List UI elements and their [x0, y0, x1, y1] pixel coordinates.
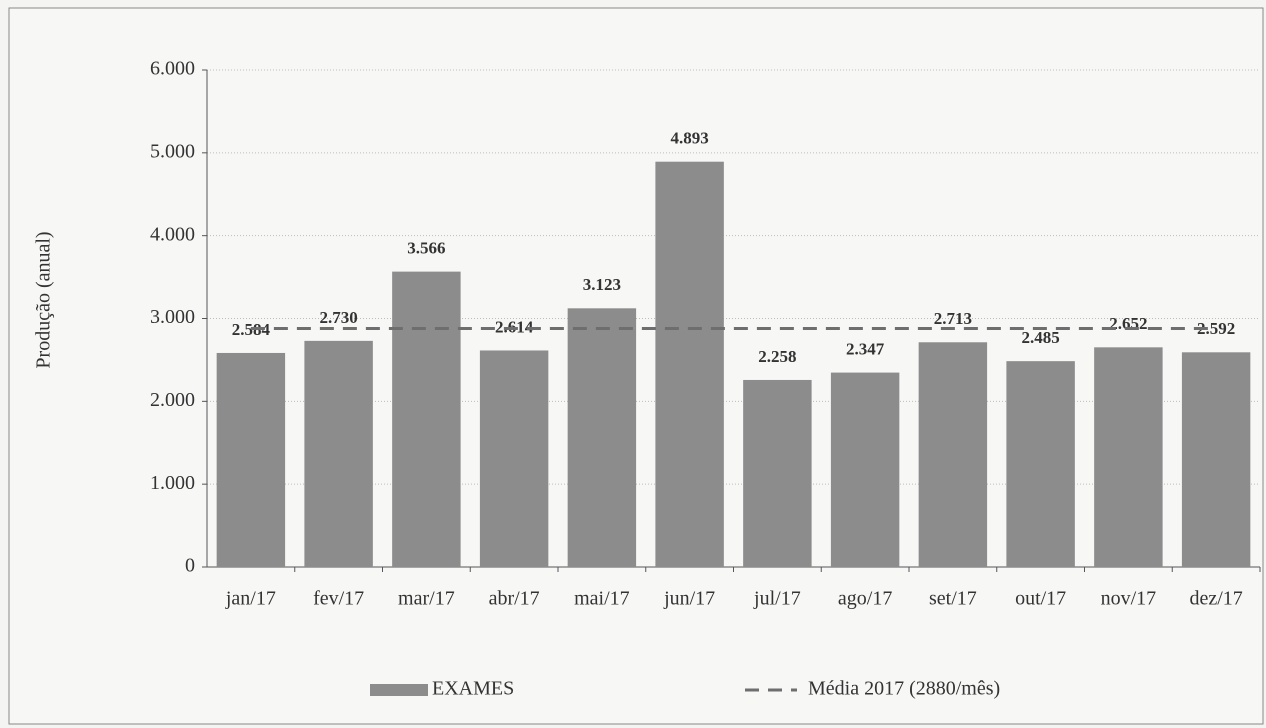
- y-tick-label: 5.000: [150, 140, 195, 162]
- y-axis-label: Produção (anual): [33, 231, 55, 368]
- x-tick-label: fev/17: [313, 588, 364, 610]
- x-tick-label: abr/17: [489, 588, 540, 610]
- bar: [743, 379, 812, 567]
- bar: [304, 340, 373, 567]
- y-tick-label: 2.000: [150, 389, 195, 411]
- y-tick-label: 6.000: [150, 58, 195, 80]
- x-tick-label: ago/17: [838, 588, 892, 610]
- bar: [479, 350, 549, 567]
- x-tick-label: out/17: [1015, 588, 1066, 610]
- legend-swatch: [370, 684, 428, 696]
- y-tick-label: 1.000: [150, 472, 195, 494]
- x-tick-label: jan/17: [225, 588, 276, 610]
- bar: [655, 161, 724, 567]
- data-label: 2.592: [1197, 319, 1235, 338]
- data-label: 3.566: [407, 239, 445, 258]
- x-tick-label: mai/17: [574, 588, 630, 610]
- bar: [1006, 361, 1075, 567]
- data-label: 2.485: [1022, 328, 1060, 347]
- y-tick-label: 3.000: [150, 306, 195, 328]
- x-tick-label: dez/17: [1189, 588, 1242, 610]
- data-label: 2.347: [846, 339, 885, 358]
- bar: [216, 352, 286, 567]
- y-tick-label: 4.000: [150, 223, 195, 245]
- legend-label: Média 2017 (2880/mês): [808, 678, 1000, 700]
- data-label: 4.893: [671, 129, 709, 148]
- x-tick-label: nov/17: [1101, 588, 1157, 610]
- bar: [1094, 347, 1163, 567]
- data-label: 2.258: [758, 347, 796, 366]
- bar: [1181, 352, 1251, 567]
- data-label: 2.730: [320, 308, 358, 327]
- bar: [830, 372, 900, 567]
- legend-label: EXAMES: [432, 678, 514, 700]
- x-tick-label: set/17: [929, 588, 977, 610]
- bar: [392, 271, 461, 567]
- x-tick-label: mar/17: [398, 588, 455, 610]
- data-label: 2.652: [1109, 314, 1147, 333]
- data-label: 3.123: [583, 275, 621, 294]
- bar: [918, 342, 988, 567]
- bar: [567, 308, 637, 567]
- x-tick-label: jun/17: [663, 588, 715, 610]
- y-tick-label: 0: [185, 555, 195, 577]
- data-label: 2.713: [934, 309, 972, 328]
- data-label: 2.614: [495, 317, 534, 336]
- x-tick-label: jul/17: [753, 588, 801, 610]
